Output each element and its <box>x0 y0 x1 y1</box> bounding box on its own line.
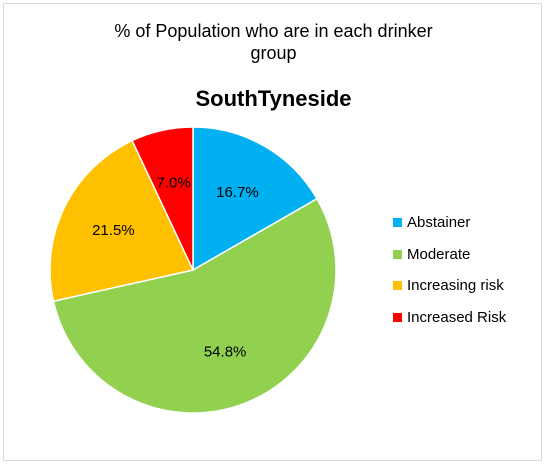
chart-subtitle: SouthTyneside <box>195 86 352 111</box>
legend: Abstainer Moderate Increasing risk Incre… <box>393 213 543 339</box>
data-label-moderate: 54.8% <box>204 344 247 361</box>
legend-swatch-moderate <box>393 249 402 259</box>
legend-swatch-abstainer <box>393 218 402 227</box>
legend-swatch-increased-risk <box>393 312 402 322</box>
pie-slice-increasing-risk <box>49 139 195 303</box>
data-label-increasing-risk: 21.5% <box>92 222 135 239</box>
chart-title-line-2: group <box>250 43 297 63</box>
pie-slice-abstainer <box>192 126 319 272</box>
data-label-abstainer: 16.7% <box>216 184 259 201</box>
legend-item-increased-risk: Increased Risk <box>393 308 543 327</box>
chart-title-line-1: % of Population who are in each drinker <box>114 21 433 41</box>
legend-item-increasing-risk: Increasing risk <box>393 276 543 295</box>
chart-title: % of Population who are in each drinker … <box>0 20 547 64</box>
legend-label-increased-risk: Increased Risk <box>407 308 507 326</box>
legend-swatch-increasing-risk <box>393 281 402 290</box>
legend-item-moderate: Moderate <box>393 245 543 264</box>
legend-item-abstainer: Abstainer <box>393 213 543 232</box>
legend-label-abstainer: Abstainer <box>407 214 471 231</box>
legend-label-increasing-risk: Increasing risk <box>407 277 504 294</box>
legend-label-moderate: Moderate <box>407 245 471 263</box>
pie-slice-increased-risk <box>131 126 194 271</box>
data-label-increased-risk: 7.0% <box>157 174 191 191</box>
pie-slice-moderate <box>52 197 337 414</box>
